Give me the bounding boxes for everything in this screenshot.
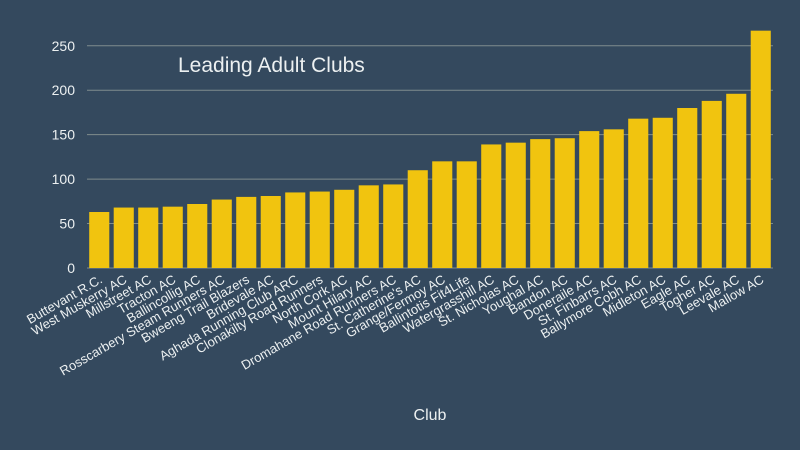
y-tick-label: 100 (52, 171, 76, 187)
bars (89, 30, 771, 269)
bar (211, 199, 232, 268)
bar (260, 196, 281, 268)
bar (358, 185, 379, 268)
bar (750, 30, 771, 268)
y-tick-label: 200 (52, 82, 76, 98)
bar (628, 118, 649, 269)
bar (726, 93, 747, 269)
bar (187, 204, 208, 268)
x-axis-ticks: Buttevant R.C.West Muskerry ACMillstreet… (24, 271, 766, 378)
y-tick-label: 0 (67, 260, 75, 276)
bar (481, 144, 502, 268)
bar (677, 108, 698, 268)
bar (309, 191, 330, 268)
bar (652, 117, 673, 269)
bar (407, 170, 428, 268)
bar (554, 138, 575, 268)
bar (530, 139, 551, 268)
y-tick-label: 250 (52, 38, 76, 54)
bar (505, 142, 526, 268)
x-axis-label: Club (414, 407, 447, 424)
y-tick-label: 50 (59, 216, 75, 232)
bar (138, 207, 159, 268)
chart-title: Leading Adult Clubs (178, 54, 365, 77)
bar (89, 212, 110, 268)
bar (236, 196, 257, 268)
bar (383, 184, 404, 268)
bar (603, 129, 624, 268)
bar (162, 206, 183, 268)
bar (334, 189, 355, 268)
bar (579, 131, 600, 268)
bar (432, 161, 453, 268)
bar (285, 192, 306, 268)
y-tick-label: 150 (52, 127, 76, 143)
y-axis-ticks: 0 50 100 150 200 250 (52, 38, 76, 276)
bar (456, 161, 477, 268)
bar (701, 100, 722, 268)
bar (113, 207, 134, 268)
